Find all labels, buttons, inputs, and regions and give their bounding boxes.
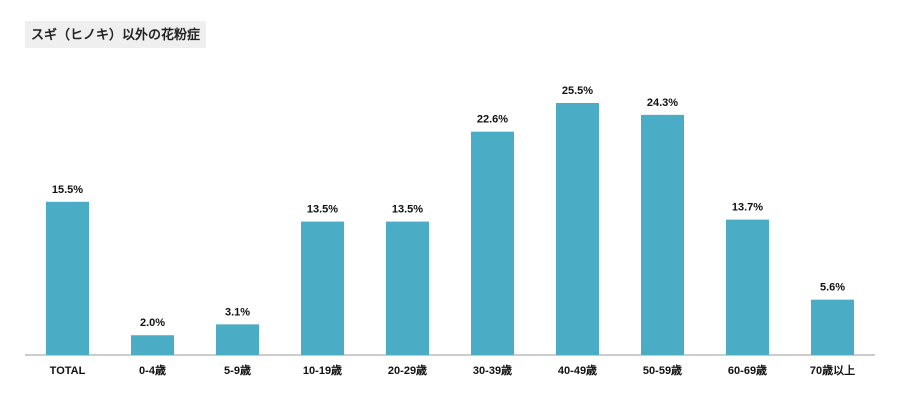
x-tick-label: 50-59歳 [643,363,682,377]
data-label: 25.5% [562,85,593,97]
bar [471,131,514,355]
data-label: 3.1% [225,306,250,318]
x-tick-label: TOTAL [50,365,86,377]
bar [46,201,89,355]
data-label: 22.6% [477,114,508,126]
data-label: 2.0% [140,317,165,329]
bar [216,324,259,355]
bar [811,299,854,355]
x-tick-label: 30-39歳 [473,363,512,377]
data-label: 13.5% [392,204,423,216]
data-label: 13.5% [307,204,338,216]
data-label: 15.5% [52,184,83,196]
bar [641,114,684,355]
data-label: 24.3% [647,97,678,109]
x-tick-label: 70歳以上 [810,363,855,377]
x-tick-label: 20-29歳 [388,363,427,377]
bar [726,219,769,355]
x-tick-label: 60-69歳 [728,363,767,377]
x-tick-label: 40-49歳 [558,363,597,377]
bar [301,221,344,355]
x-tick-label: 10-19歳 [303,363,342,377]
data-label: 13.7% [732,202,763,214]
x-tick-label: 5-9歳 [224,363,251,377]
chart-title: スギ（ヒノキ）以外の花粉症 [25,21,207,48]
bar [386,221,429,355]
x-tick-label: 0-4歳 [139,363,166,377]
bar [131,335,174,355]
data-label: 5.6% [820,282,845,294]
bar [556,103,599,355]
